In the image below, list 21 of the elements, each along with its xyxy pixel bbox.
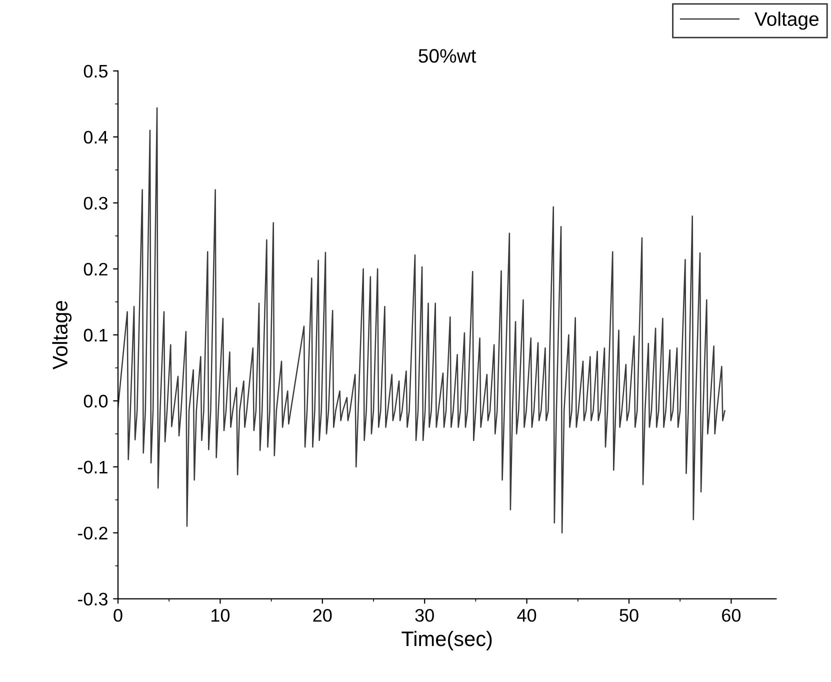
y-tick-label: 0.5 bbox=[84, 64, 108, 78]
x-tick-label: 0 bbox=[114, 608, 122, 622]
legend-label: Voltage bbox=[754, 12, 818, 30]
y-tick-label: 0.1 bbox=[84, 328, 108, 342]
line-series bbox=[118, 107, 726, 534]
y-tick-label: 0.2 bbox=[84, 262, 108, 276]
x-tick-label: 60 bbox=[722, 608, 741, 622]
y-tick-label: -0.3 bbox=[78, 592, 108, 606]
x-tick-label: 30 bbox=[415, 608, 434, 622]
y-tick-label: -0.2 bbox=[78, 526, 108, 540]
y-axis-title: Voltage bbox=[52, 301, 72, 370]
y-tick-label: 0.4 bbox=[84, 130, 108, 144]
x-tick-label: 50 bbox=[620, 608, 638, 622]
y-tick-label: -0.1 bbox=[78, 460, 108, 474]
x-tick-label: 10 bbox=[212, 608, 230, 622]
y-tick-label: 0.3 bbox=[84, 196, 108, 210]
chart-title: 50%wt bbox=[418, 49, 476, 63]
x-tick-label: 20 bbox=[313, 608, 332, 622]
y-tick-label: 0.0 bbox=[84, 394, 108, 408]
x-axis-title: Time(sec) bbox=[402, 630, 492, 650]
x-tick-label: 40 bbox=[517, 608, 536, 622]
